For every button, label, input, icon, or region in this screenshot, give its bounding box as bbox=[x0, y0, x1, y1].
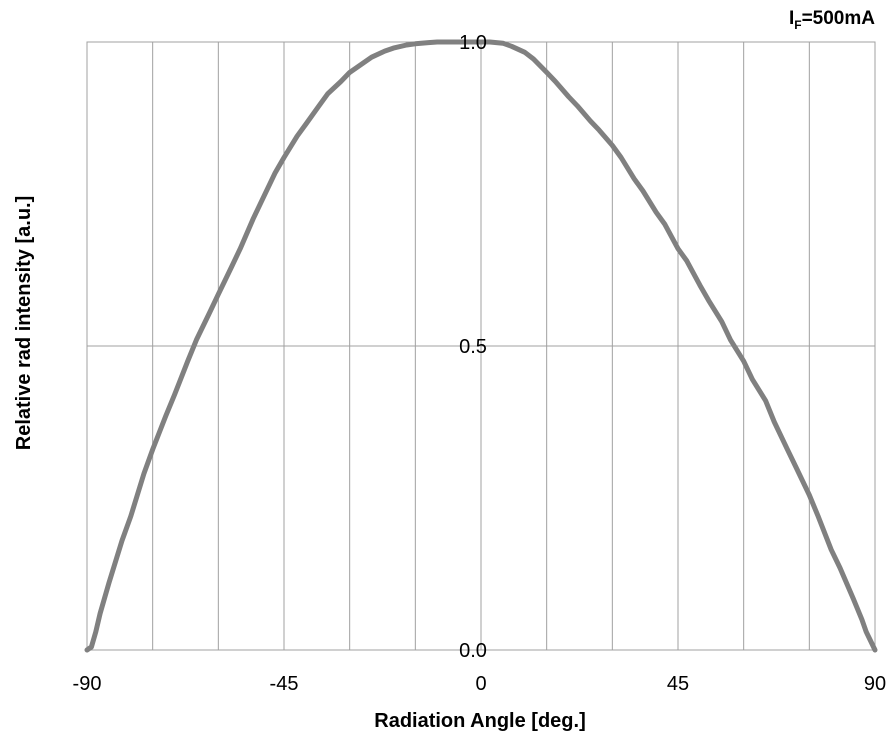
grid bbox=[86, 41, 876, 651]
annotation-value: =500mA bbox=[802, 8, 876, 29]
series-layer bbox=[84, 39, 878, 653]
x-tick-label: 90 bbox=[864, 673, 886, 695]
x-axis-title: Radiation Angle [deg.] bbox=[374, 710, 585, 732]
series-line bbox=[84, 39, 878, 653]
y-tick-label: 0.5 bbox=[459, 336, 487, 358]
current-annotation: IF=500mA bbox=[789, 8, 875, 32]
x-tick-labels: -90 -45 0 45 90 bbox=[73, 673, 887, 695]
y-axis-title: Relative rad intensity [a.u.] bbox=[13, 196, 35, 451]
x-tick-label: -90 bbox=[73, 673, 102, 695]
y-tick-label: 0.0 bbox=[459, 640, 487, 662]
x-tick-label: -45 bbox=[270, 673, 299, 695]
y-tick-labels: 0.0 0.5 1.0 bbox=[459, 32, 487, 662]
annotation-subscript: F bbox=[794, 18, 801, 32]
y-tick-label: 1.0 bbox=[459, 32, 487, 54]
x-tick-label: 0 bbox=[475, 673, 486, 695]
annotation-symbol: I bbox=[789, 8, 794, 29]
x-tick-label: 45 bbox=[667, 673, 689, 695]
